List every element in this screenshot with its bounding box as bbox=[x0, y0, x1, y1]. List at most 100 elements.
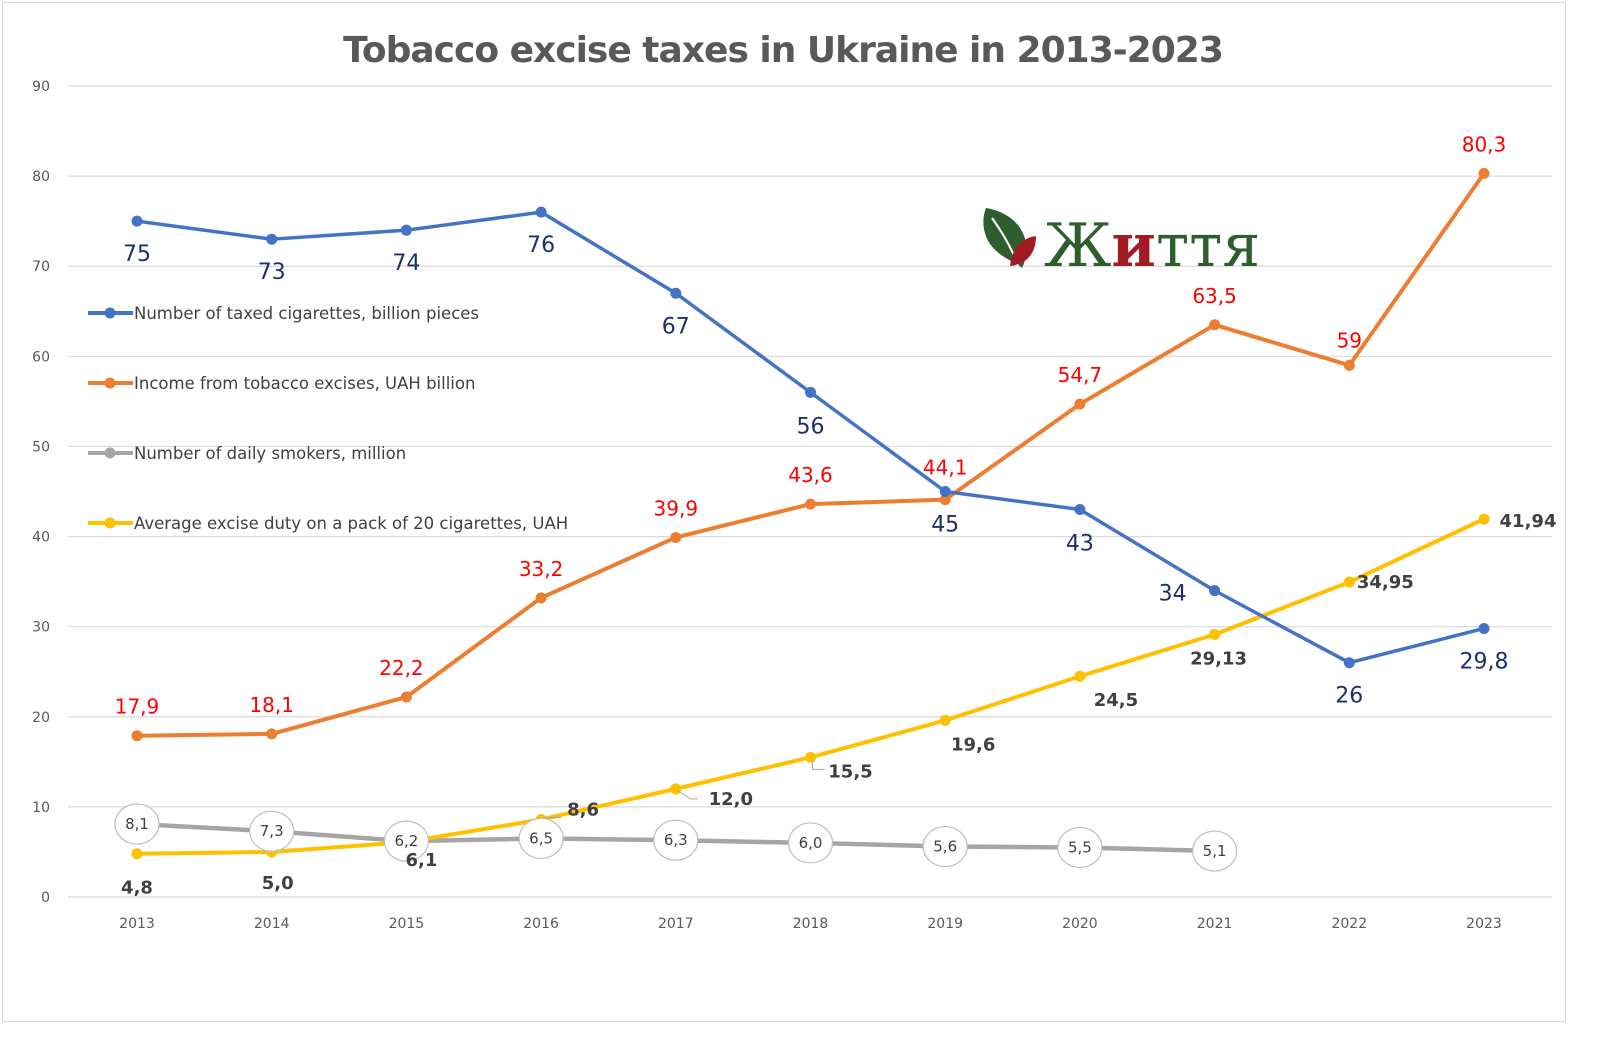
income-series-marker bbox=[1478, 167, 1490, 179]
cigarettes-series-marker bbox=[266, 233, 278, 245]
label-leader-line bbox=[812, 759, 825, 770]
svg-text:Життя: Життя bbox=[1044, 211, 1260, 281]
smokers-data-label: 5,1 bbox=[1203, 842, 1227, 860]
x-tick-label: 2019 bbox=[927, 916, 963, 932]
cigarettes-series-marker bbox=[939, 486, 951, 497]
income-series-marker bbox=[939, 494, 951, 506]
x-tick-label: 2017 bbox=[658, 916, 694, 932]
income-data-label: 43,6 bbox=[788, 463, 833, 487]
excise-duty-series-marker bbox=[1209, 629, 1221, 641]
cigarettes-series-marker bbox=[670, 287, 682, 299]
smokers-bubble bbox=[249, 810, 295, 852]
x-tick-label: 2013 bbox=[119, 916, 155, 932]
cigarettes-series-marker bbox=[131, 215, 143, 227]
cigarettes-series-marker bbox=[1074, 504, 1086, 516]
x-tick-label: 2016 bbox=[523, 916, 559, 932]
smokers-bubble bbox=[1191, 830, 1238, 872]
cigarettes-series-marker bbox=[1209, 585, 1221, 597]
income-series-marker bbox=[1074, 398, 1086, 410]
excise-duty-data-label: 8,6 bbox=[567, 800, 599, 821]
x-tick-label: 2021 bbox=[1197, 916, 1233, 932]
income-data-label: 54,7 bbox=[1058, 363, 1103, 387]
x-tick-label: 2022 bbox=[1331, 916, 1367, 932]
cigarettes-series-marker bbox=[1343, 657, 1355, 669]
smokers-data-label: 5,6 bbox=[933, 838, 957, 856]
legend-marker-icon bbox=[104, 517, 116, 529]
legend-item-label[interactable]: Number of daily smokers, million bbox=[134, 444, 406, 463]
x-axis-ticks: 2013 2014 2015 2016 2017 2018 2019 2020 2021 2022… bbox=[119, 916, 1502, 932]
income-series-marker bbox=[670, 531, 682, 543]
income-series-marker bbox=[1343, 359, 1355, 371]
excise-duty-data-label: 5,0 bbox=[262, 873, 294, 894]
excise-duty-series-marker bbox=[939, 714, 951, 726]
y-tick-label: 30 bbox=[32, 620, 50, 636]
excise-duty-series-marker bbox=[1074, 670, 1086, 682]
smokers-data-label: 6,3 bbox=[664, 831, 688, 849]
income-series-marker bbox=[266, 728, 278, 740]
excise-duty-data-label: 41,94 bbox=[1500, 511, 1557, 532]
excise-duty-series-marker bbox=[805, 751, 816, 763]
income-data-label: 17,9 bbox=[115, 695, 160, 719]
smokers-data-label: 6,0 bbox=[799, 834, 823, 852]
cigarettes-data-label: 29,8 bbox=[1460, 649, 1509, 674]
legend-marker-icon bbox=[104, 377, 116, 389]
excise-duty-data-label: 19,6 bbox=[951, 734, 995, 755]
y-tick-label: 60 bbox=[32, 349, 50, 365]
gridlines bbox=[68, 85, 1552, 898]
cigarettes-data-label: 73 bbox=[258, 260, 286, 285]
y-tick-label: 10 bbox=[32, 800, 50, 816]
legend-item-label[interactable]: Number of taxed cigarettes, billion piec… bbox=[134, 304, 479, 323]
logo-text-part3: ття bbox=[1156, 211, 1260, 281]
x-tick-label: 2020 bbox=[1062, 916, 1098, 932]
smokers-bubble bbox=[653, 819, 699, 861]
legend-marker-icon bbox=[104, 447, 116, 459]
income-data-label: 59 bbox=[1337, 328, 1362, 352]
data-labels: 75 73 74 76 67 56 45 43 34 26 29,8 17,9 18,1 22,2 33,2… bbox=[114, 132, 1557, 899]
smokers-data-label: 5,5 bbox=[1068, 838, 1092, 856]
leaf-red-icon bbox=[1010, 236, 1036, 266]
income-data-label: 22,2 bbox=[379, 656, 424, 680]
zhyttia-logo: Життя bbox=[983, 208, 1260, 281]
y-tick-label: 40 bbox=[32, 530, 50, 546]
smokers-bubble bbox=[922, 825, 968, 868]
excise-duty-data-label: 15,5 bbox=[828, 761, 872, 782]
legend-item-label[interactable]: Income from tobacco excises, UAH billion bbox=[134, 374, 475, 393]
cigarettes-data-label: 34 bbox=[1159, 582, 1187, 607]
excise-duty-series-marker bbox=[1343, 576, 1355, 588]
legend: Number of taxed cigarettes, billion piec… bbox=[88, 304, 568, 533]
cigarettes-data-label: 43 bbox=[1066, 532, 1094, 557]
income-data-label: 44,1 bbox=[923, 456, 968, 480]
legend-item-label[interactable]: Average excise duty on a pack of 20 ciga… bbox=[134, 514, 568, 533]
x-tick-label: 2015 bbox=[389, 916, 425, 932]
y-tick-label: 50 bbox=[32, 439, 50, 455]
income-series-marker bbox=[400, 691, 412, 703]
smokers-data-label: 6,5 bbox=[529, 829, 553, 847]
x-tick-label: 2023 bbox=[1466, 916, 1502, 932]
cigarettes-data-label: 67 bbox=[662, 314, 690, 339]
cigarettes-data-label: 74 bbox=[392, 251, 420, 276]
excise-duty-series-line bbox=[136, 517, 1485, 856]
income-data-label: 33,2 bbox=[519, 557, 564, 581]
income-series-marker bbox=[131, 730, 143, 742]
income-data-label: 63,5 bbox=[1192, 284, 1237, 308]
y-tick-label: 0 bbox=[41, 890, 50, 906]
y-axis-ticks: 0 10 20 30 40 50 60 70 80 90 bbox=[32, 79, 50, 906]
income-series-marker bbox=[1209, 319, 1221, 331]
smokers-data-label: 6,2 bbox=[394, 832, 418, 850]
income-series-marker bbox=[535, 592, 547, 604]
y-tick-label: 90 bbox=[32, 79, 50, 95]
income-data-label: 39,9 bbox=[654, 496, 699, 520]
cigarettes-series-marker bbox=[1478, 622, 1490, 634]
y-tick-label: 20 bbox=[32, 710, 50, 726]
income-data-label: 80,3 bbox=[1462, 132, 1507, 156]
logo-text-part1: Ж bbox=[1044, 211, 1111, 281]
smokers-bubble bbox=[518, 817, 564, 860]
cigarettes-series-marker bbox=[400, 224, 412, 236]
chart-title: Tobacco excise taxes in Ukraine in 2013-… bbox=[343, 30, 1223, 71]
excise-duty-series-marker bbox=[1478, 513, 1490, 525]
cigarettes-series-marker bbox=[535, 206, 547, 218]
smokers-bubble bbox=[114, 803, 160, 845]
income-data-label: 18,1 bbox=[249, 693, 294, 717]
label-leader-line bbox=[677, 790, 698, 800]
excise-duty-data-label: 34,95 bbox=[1357, 572, 1414, 593]
